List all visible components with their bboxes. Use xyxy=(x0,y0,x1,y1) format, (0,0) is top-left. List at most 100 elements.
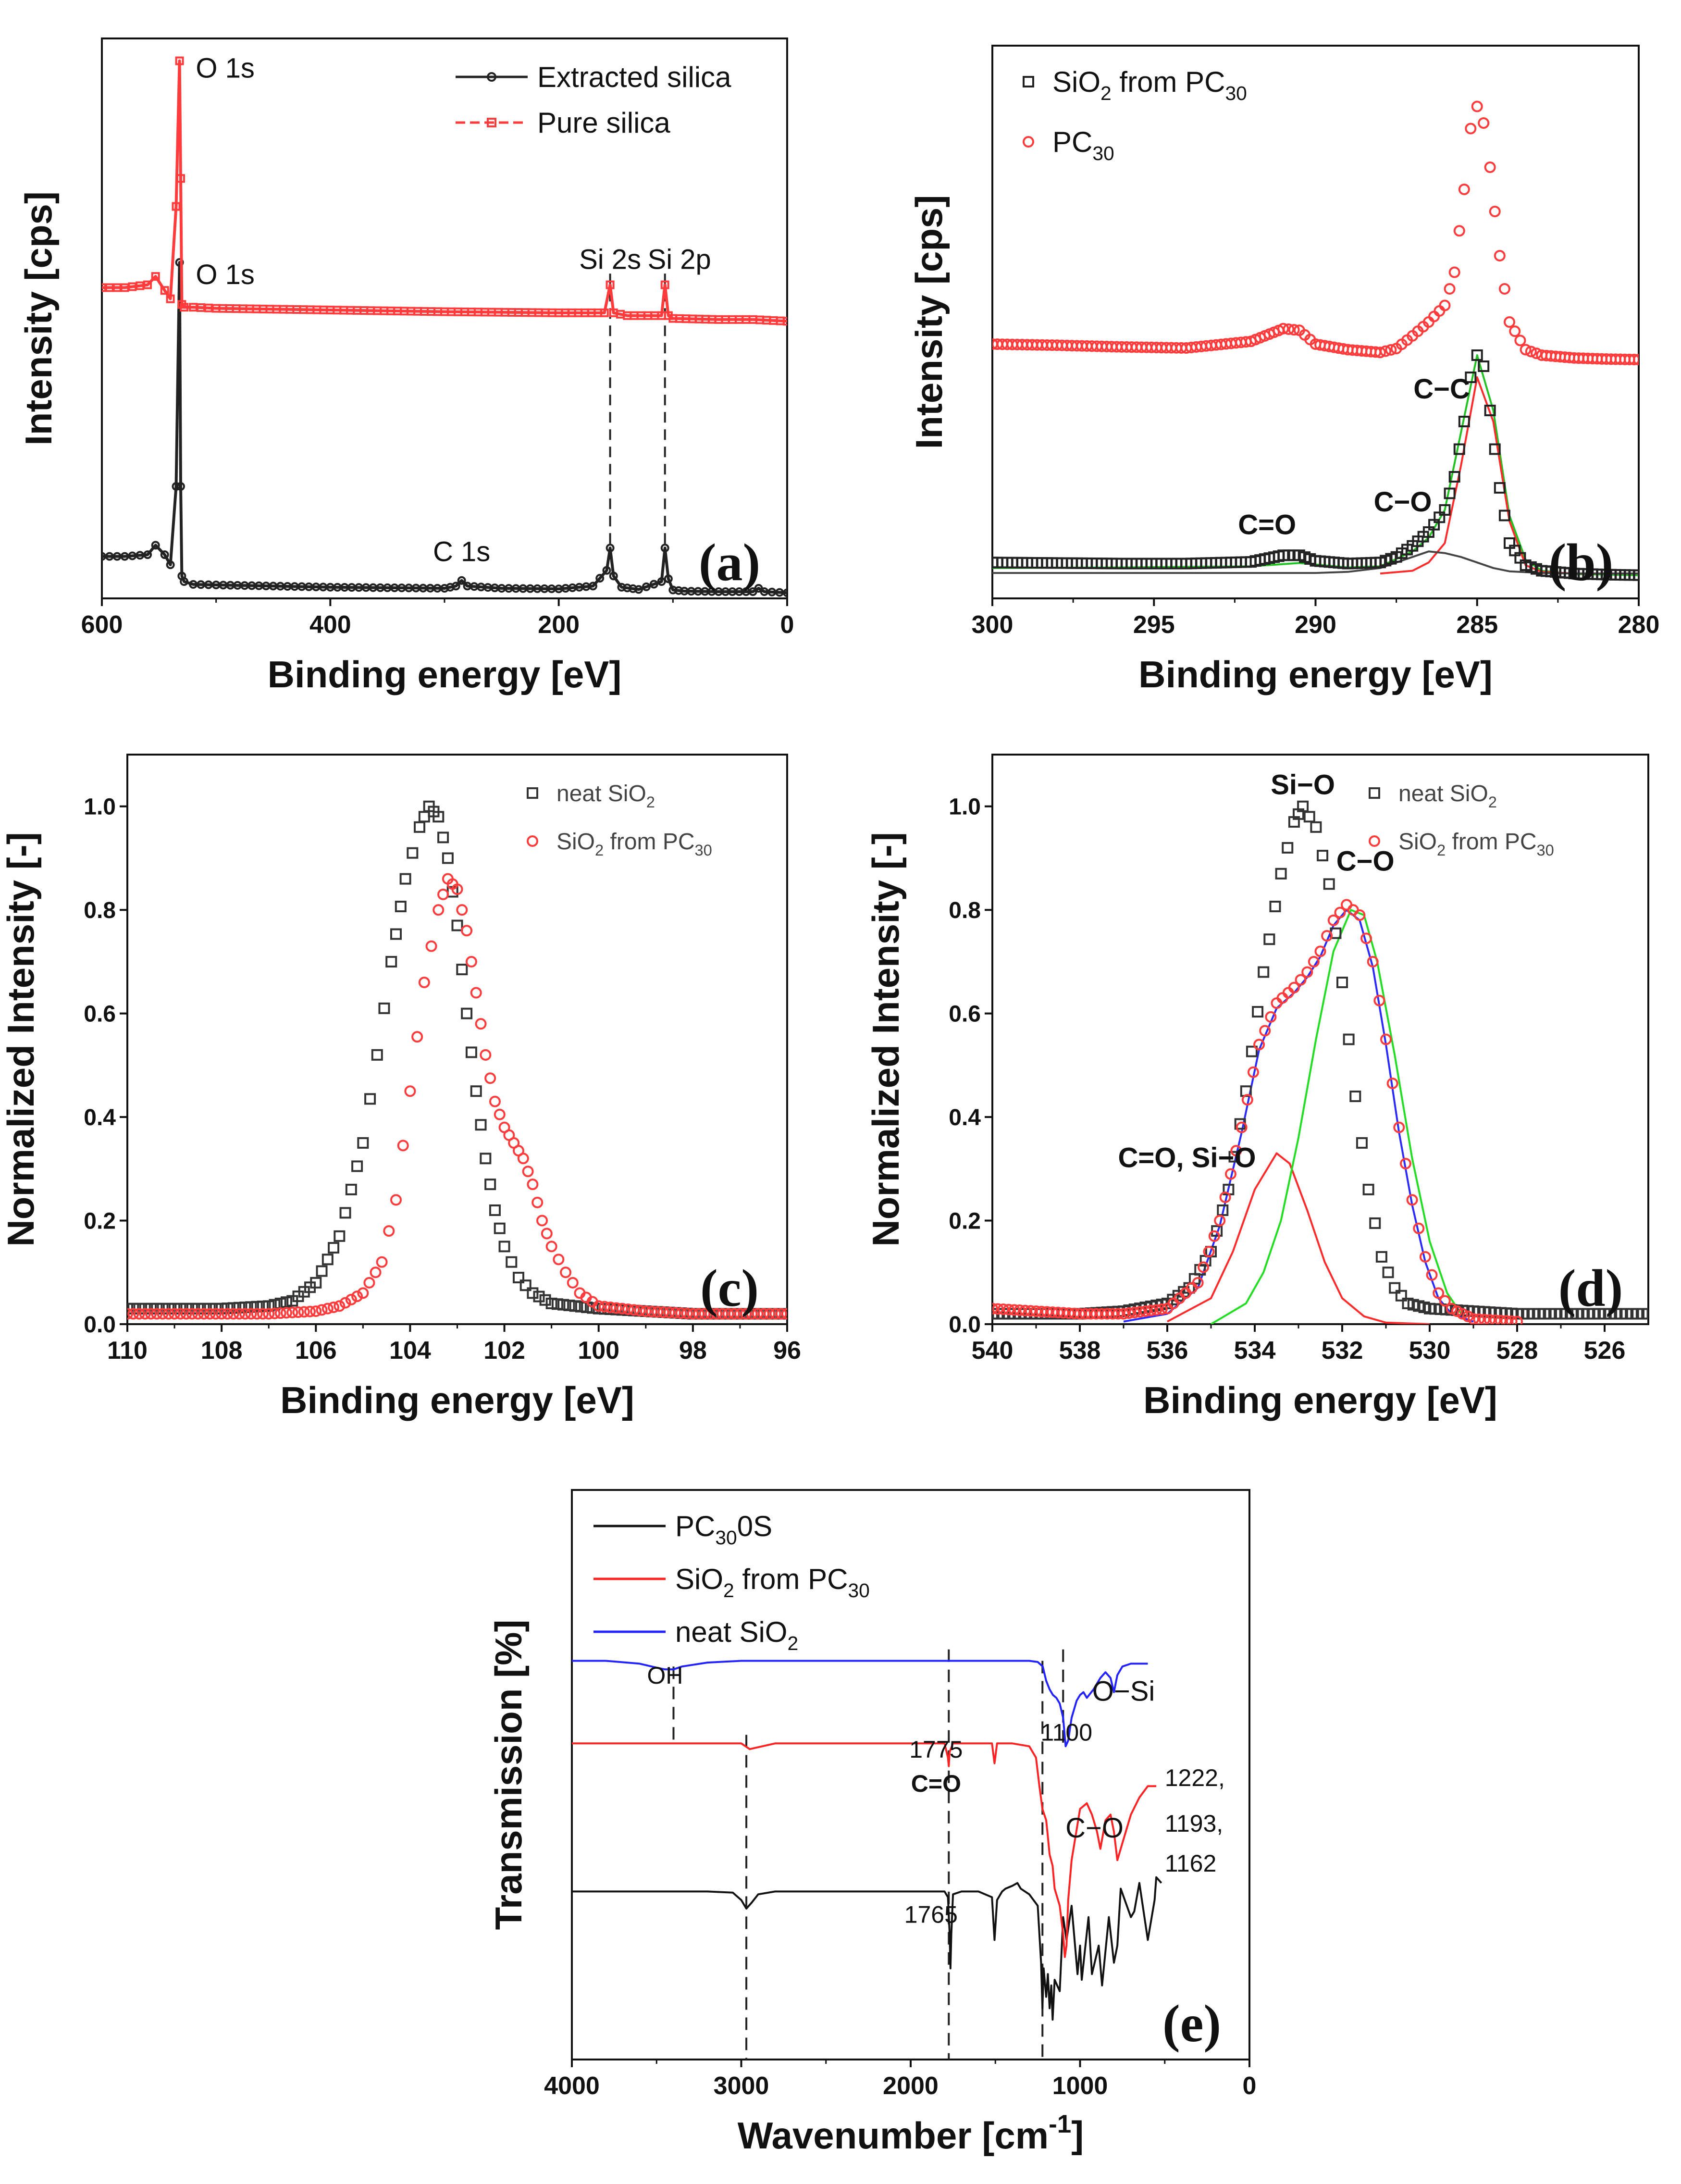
data-point xyxy=(1489,206,1501,217)
data-point xyxy=(649,580,658,589)
data-point xyxy=(310,1277,322,1289)
data-point xyxy=(1214,1215,1226,1227)
data-point xyxy=(610,1302,622,1314)
data-point xyxy=(143,280,152,289)
data-point xyxy=(180,1308,192,1320)
data-point xyxy=(1511,1315,1523,1324)
legend-marker xyxy=(1369,787,1380,799)
data-point xyxy=(506,1256,518,1268)
data-point xyxy=(783,317,787,326)
data-point xyxy=(575,1301,587,1313)
data-point xyxy=(593,1300,605,1312)
data-point xyxy=(1504,316,1515,328)
data-point xyxy=(1321,930,1333,942)
data-point xyxy=(1150,1304,1162,1316)
data-point xyxy=(1399,1158,1411,1170)
data-point xyxy=(489,1204,501,1216)
data-point xyxy=(1478,1314,1490,1324)
data-point xyxy=(461,925,473,937)
data-point xyxy=(1052,1306,1064,1318)
data-point xyxy=(1473,1313,1485,1324)
y-tick-label: 0.4 xyxy=(84,1105,116,1130)
data-point xyxy=(475,1119,487,1131)
data-point xyxy=(451,883,463,895)
legend-label: Pure silica xyxy=(537,107,670,139)
data-point xyxy=(334,1230,346,1242)
data-point xyxy=(600,308,609,317)
data-point xyxy=(609,571,618,581)
data-point xyxy=(204,1308,216,1320)
data-point xyxy=(1525,346,1537,358)
data-point xyxy=(1633,569,1639,581)
data-point xyxy=(390,1194,402,1206)
data-point xyxy=(1198,1261,1210,1273)
data-point xyxy=(133,1308,145,1320)
data-point xyxy=(180,303,189,312)
y-axis-title: Intensity [cps] xyxy=(908,195,950,449)
data-point xyxy=(345,1183,357,1195)
data-point xyxy=(1444,487,1456,499)
data-point xyxy=(687,1308,699,1320)
annotation-label: C 1s xyxy=(433,536,490,568)
annotation-label: O−Si xyxy=(1092,1675,1155,1707)
data-point xyxy=(1462,1310,1474,1322)
x-tick-label: 600 xyxy=(81,611,123,639)
data-point xyxy=(563,1299,575,1311)
data-point xyxy=(1489,443,1501,455)
data-point xyxy=(1471,100,1483,112)
data-point xyxy=(1317,850,1329,862)
data-point xyxy=(442,852,454,864)
data-point xyxy=(1489,1314,1501,1324)
annotation-label: Si−O xyxy=(1271,769,1335,801)
data-point xyxy=(1107,1308,1119,1320)
data-point xyxy=(1275,868,1287,880)
y-tick-label: 0.6 xyxy=(84,1002,116,1027)
data-point xyxy=(1458,416,1470,427)
data-point xyxy=(157,1308,169,1320)
data-point xyxy=(484,1072,496,1084)
data-point xyxy=(1288,981,1300,993)
data-point xyxy=(1633,354,1639,366)
data-point xyxy=(433,811,445,823)
x-tick-label: 108 xyxy=(201,1337,243,1365)
data-point xyxy=(222,1308,234,1320)
data-point xyxy=(378,1002,390,1014)
data-point xyxy=(646,1305,658,1317)
data-point xyxy=(1019,1304,1031,1316)
panel-a: 600 400 200 0 Binding energy [eV] Intensity [… xyxy=(17,37,794,695)
x-tick-label: 526 xyxy=(1584,1337,1626,1365)
data-point xyxy=(1362,1183,1374,1195)
data-point xyxy=(1128,1306,1140,1318)
data-point xyxy=(1057,1307,1069,1319)
y-tick-label: 0.4 xyxy=(949,1105,981,1130)
data-point xyxy=(1112,1308,1124,1320)
data-point xyxy=(1085,1308,1097,1320)
annotation-label: C=O xyxy=(1238,509,1296,541)
data-point xyxy=(451,919,463,931)
data-point xyxy=(1297,800,1309,812)
series-0 xyxy=(572,1876,1162,2021)
data-point xyxy=(245,1301,257,1313)
data-point xyxy=(1374,347,1386,359)
data-point xyxy=(1385,344,1397,356)
data-point xyxy=(175,56,184,65)
data-point xyxy=(545,1297,557,1309)
data-point xyxy=(1139,1305,1151,1317)
data-point xyxy=(710,1308,722,1320)
data-point xyxy=(151,541,160,550)
data-point xyxy=(172,202,181,211)
data-point xyxy=(1269,901,1281,912)
data-point xyxy=(143,550,152,559)
x-tick-label: 400 xyxy=(309,611,351,639)
data-point xyxy=(775,1308,787,1320)
data-point xyxy=(699,1308,711,1320)
data-point xyxy=(1301,966,1313,978)
series-line xyxy=(572,1742,1157,1958)
legend-marker xyxy=(1023,76,1034,87)
y-tick-label: 1.0 xyxy=(949,794,981,820)
data-point xyxy=(351,1291,363,1303)
data-point xyxy=(274,1307,286,1319)
data-point xyxy=(1465,123,1477,135)
data-point xyxy=(1265,1011,1277,1023)
